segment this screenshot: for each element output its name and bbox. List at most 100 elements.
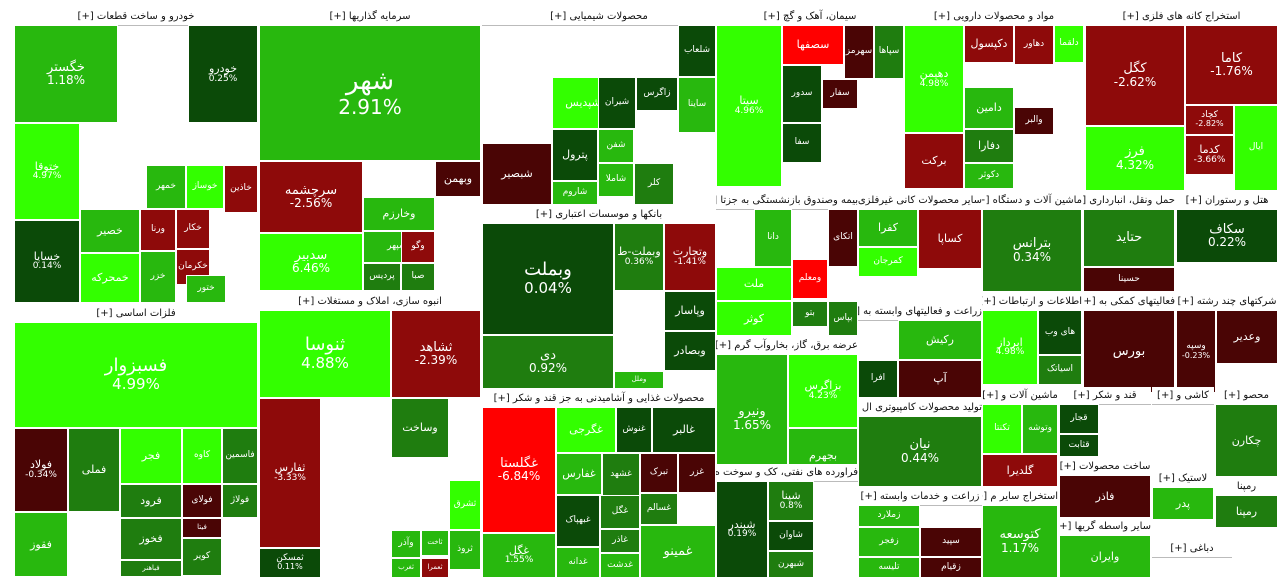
sector-title[interactable]: لاستیک [+] <box>1152 470 1214 488</box>
stock-tile[interactable]: فولای <box>182 484 222 518</box>
stock-tile[interactable]: اتکای <box>828 209 858 267</box>
sector-title[interactable]: مواد و محصولات دارویی [+] <box>904 8 1084 26</box>
stock-tile[interactable]: خاذین <box>224 165 258 213</box>
stock-tile[interactable]: فقوز <box>14 512 68 577</box>
stock-tile[interactable]: ثاخت <box>421 530 449 556</box>
stock-tile[interactable]: شبهرن <box>768 551 814 578</box>
stock-tile[interactable]: وسپه -0.23% <box>1176 310 1216 393</box>
stock-tile[interactable]: تلیسه <box>858 557 920 578</box>
stock-tile[interactable]: دفارا <box>964 129 1014 163</box>
stock-tile[interactable]: کاوه <box>182 428 222 484</box>
stock-tile[interactable]: کمرجان <box>858 247 918 277</box>
stock-tile[interactable]: ثغرب <box>391 558 421 578</box>
stock-tile[interactable]: فاذر <box>1059 475 1151 518</box>
stock-tile[interactable]: دکپسول <box>964 25 1014 63</box>
stock-tile[interactable]: وآذر <box>391 530 421 558</box>
stock-tile[interactable]: غمینو <box>640 525 716 578</box>
sector-title[interactable]: دباغی [+] <box>1152 540 1232 558</box>
stock-tile[interactable]: غسالم <box>640 493 678 525</box>
stock-tile[interactable]: پدر <box>1152 487 1214 520</box>
stock-tile[interactable]: بپاس <box>828 301 858 336</box>
stock-tile[interactable]: دامین <box>964 87 1014 129</box>
stock-tile[interactable]: گلدیرا <box>982 454 1058 487</box>
stock-tile[interactable]: شفن <box>598 129 634 163</box>
sector-title[interactable]: رمپنا <box>1215 478 1278 496</box>
stock-tile[interactable]: غالبر <box>652 407 716 453</box>
stock-tile[interactable]: فخوز <box>120 518 182 560</box>
stock-tile[interactable]: کدما -3.66% <box>1185 135 1234 175</box>
stock-tile[interactable]: فاسمین <box>222 428 258 484</box>
stock-tile[interactable]: زفجر <box>858 527 920 557</box>
stock-tile[interactable]: ملت <box>716 267 792 301</box>
stock-tile[interactable]: سکاف 0.22% <box>1176 209 1278 263</box>
stock-tile[interactable]: غدانه <box>556 547 600 578</box>
stock-tile[interactable]: شاروم <box>552 181 598 205</box>
stock-tile[interactable]: دانا <box>754 209 792 267</box>
stock-tile[interactable]: خزر <box>140 251 176 303</box>
stock-tile[interactable]: پترول <box>552 129 598 181</box>
stock-tile[interactable]: خکار <box>176 209 210 249</box>
stock-tile[interactable]: ثشرق <box>449 480 481 530</box>
sector-title[interactable]: ماشین آلات و [+] <box>982 387 1058 405</box>
stock-tile[interactable]: بزاگرس 4.23% <box>788 354 858 428</box>
stock-tile[interactable]: ومعلم <box>792 259 828 299</box>
stock-tile[interactable]: سرچشمه -2.56% <box>259 161 363 233</box>
stock-tile[interactable]: ورنا <box>140 209 176 251</box>
stock-tile[interactable]: غدشت <box>600 553 640 578</box>
stock-tile[interactable]: رمپنا <box>1215 495 1278 528</box>
sector-title[interactable]: خودرو و ساخت قطعات [+] <box>14 8 258 26</box>
stock-tile[interactable]: غگل <box>600 495 640 529</box>
stock-tile[interactable]: رکیش <box>898 320 982 360</box>
sector-title[interactable]: کاشی و [+] <box>1152 387 1214 405</box>
stock-tile[interactable]: شاملا <box>598 163 634 197</box>
sector-title[interactable]: سایر محصولات کانی غیرفلزی [+] <box>858 192 982 210</box>
sector-title[interactable]: سایر واسطه گریها [+] <box>1059 518 1151 536</box>
stock-tile[interactable]: وتوشه <box>1022 404 1058 454</box>
stock-tile[interactable]: نیان 0.44% <box>858 416 982 487</box>
stock-tile[interactable]: ایال <box>1234 105 1278 191</box>
sector-title[interactable]: زراعت و خدمات وابسته [+] <box>858 488 982 506</box>
stock-tile[interactable]: فرز 4.32% <box>1085 126 1185 191</box>
stock-tile[interactable]: تکنتا <box>982 404 1022 454</box>
stock-tile[interactable]: وساخت <box>391 398 449 458</box>
stock-tile[interactable]: ونیرو 1.65% <box>716 354 788 483</box>
stock-tile[interactable]: وبصادر <box>664 331 716 371</box>
sector-title[interactable]: ماشین آلات و دستگاه [+] <box>982 192 1082 210</box>
stock-tile[interactable]: وملل <box>614 371 664 389</box>
stock-tile[interactable]: شهر 2.91% <box>259 25 481 161</box>
stock-tile[interactable]: سصفها <box>782 25 844 65</box>
stock-tile[interactable]: شیران <box>598 77 636 129</box>
sector-title[interactable]: سیمان، آهک و گچ [+] <box>716 8 904 26</box>
stock-tile[interactable]: شلعاب <box>678 25 716 77</box>
stock-tile[interactable]: ثفارس -3.33% <box>259 398 321 548</box>
stock-tile[interactable]: فباهنر <box>120 560 182 577</box>
stock-tile[interactable]: خودرو 0.25% <box>188 25 258 123</box>
stock-tile[interactable]: سدور <box>782 65 822 123</box>
stock-tile[interactable]: دکوثر <box>964 163 1014 189</box>
stock-tile[interactable]: وبملت 0.04% <box>482 223 614 335</box>
stock-tile[interactable]: غفارس <box>556 453 602 495</box>
stock-tile[interactable]: اسیاتک <box>1038 355 1082 385</box>
stock-tile[interactable]: وبملت-ط 0.36% <box>614 223 664 291</box>
stock-tile[interactable]: بترانس 0.34% <box>982 209 1082 292</box>
stock-tile[interactable]: کچاد -2.82% <box>1185 105 1234 135</box>
stock-tile[interactable]: فیتا <box>182 518 222 538</box>
stock-tile[interactable]: کتوسعه 1.17% <box>982 505 1058 578</box>
stock-tile[interactable]: وعدیر <box>1216 310 1278 364</box>
sector-title[interactable]: قند و شکر [+] <box>1059 387 1151 405</box>
stock-tile[interactable]: فولاد -0.34% <box>14 428 68 512</box>
stock-tile[interactable]: کوثر <box>716 301 792 336</box>
stock-tile[interactable]: شبصیر <box>482 143 552 205</box>
stock-tile[interactable]: افرا <box>858 360 898 398</box>
stock-tile[interactable]: حسینا <box>1083 267 1175 292</box>
stock-tile[interactable]: وگو <box>401 231 435 263</box>
stock-tile[interactable]: شپنا 0.8% <box>768 481 814 521</box>
stock-tile[interactable]: کگل -2.62% <box>1085 25 1185 126</box>
stock-tile[interactable]: زاگرس <box>636 77 678 111</box>
sector-title[interactable]: فراورده های نفتی، کک و سوخت ه [+] <box>716 464 858 482</box>
stock-tile[interactable]: شبندر 0.19% <box>716 481 768 578</box>
stock-tile[interactable]: دهیمن 4.98% <box>904 25 964 133</box>
stock-tile[interactable]: آپ <box>898 360 982 398</box>
stock-tile[interactable]: ختوقا 4.97% <box>14 123 80 220</box>
stock-tile[interactable]: کاما -1.76% <box>1185 25 1278 105</box>
